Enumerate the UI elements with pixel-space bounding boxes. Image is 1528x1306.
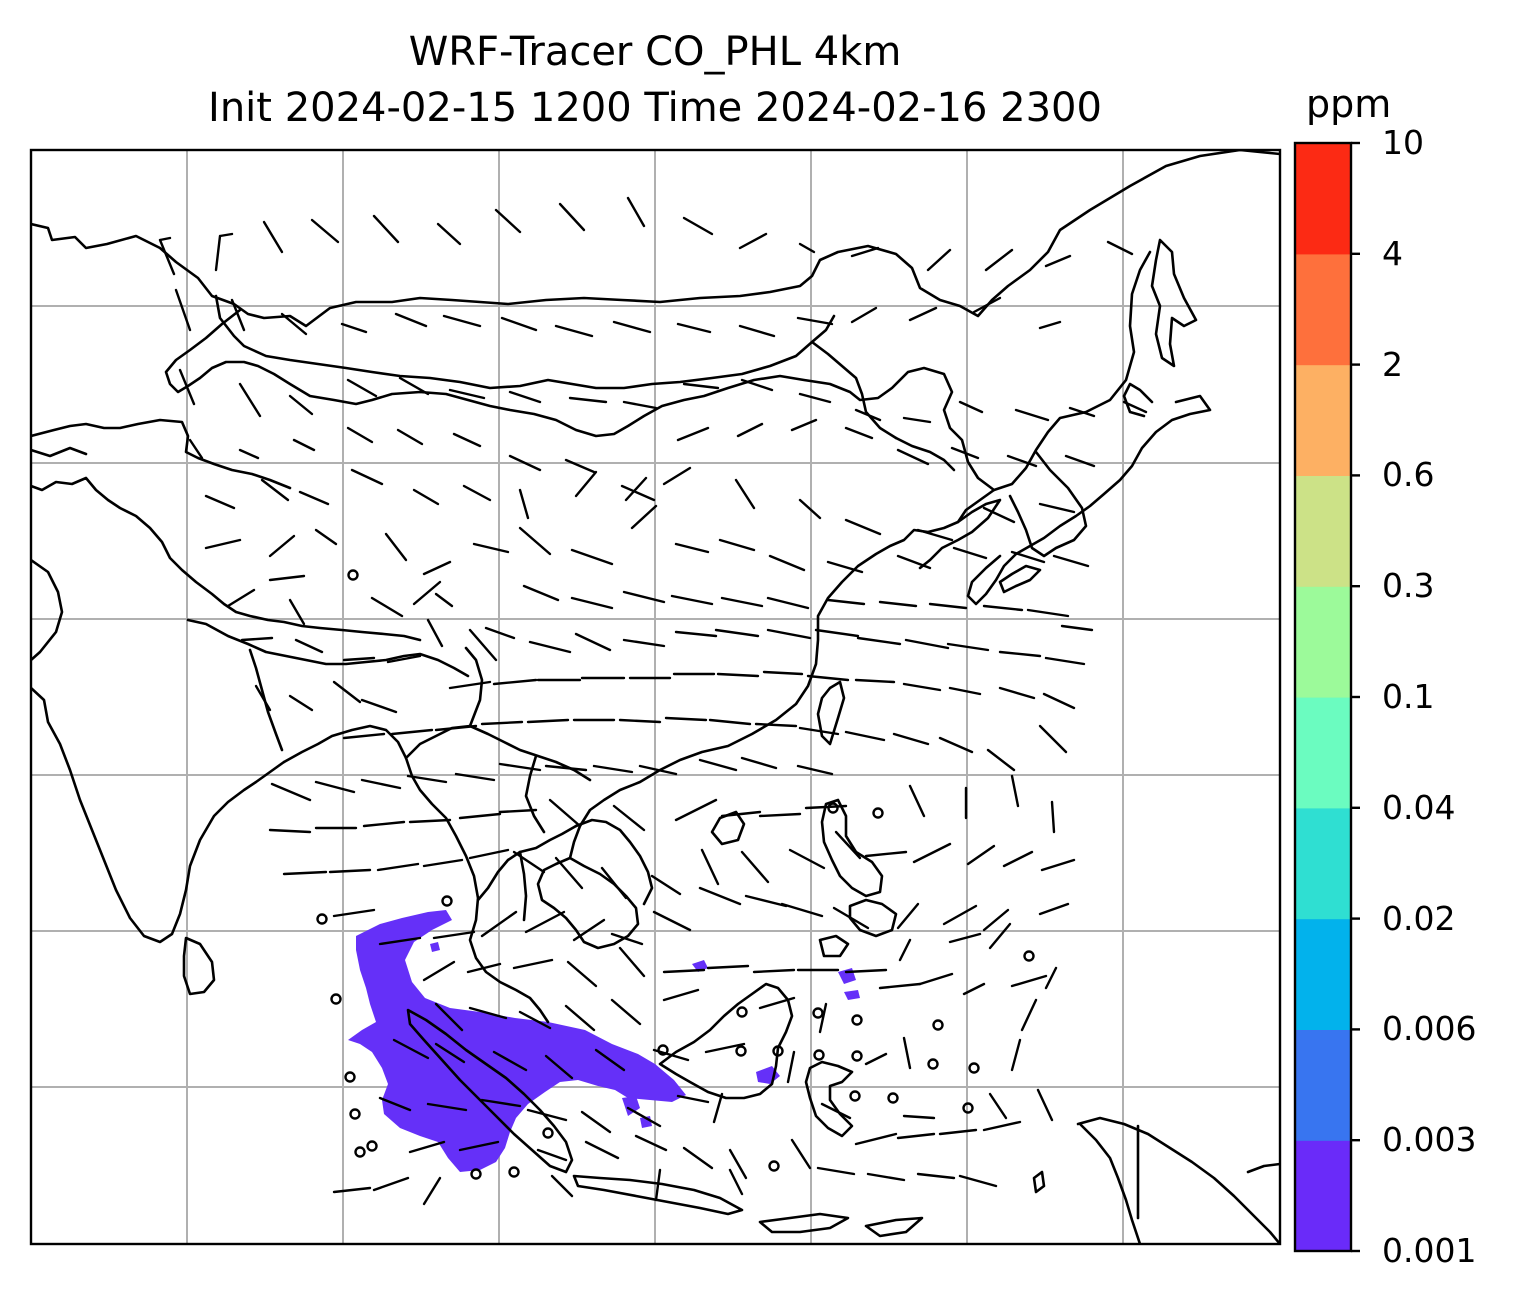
colorbar-tick-label: 0.003 xyxy=(1382,1120,1477,1160)
map-subtitle: Init 2024-02-15 1200 Time 2024-02-16 230… xyxy=(208,85,1102,131)
colorbar-tick-label: 4 xyxy=(1382,233,1403,273)
map-frame xyxy=(29,148,1282,1246)
wind-barbs xyxy=(158,196,1148,1206)
colorbar-tick-label: 0.3 xyxy=(1382,566,1435,606)
colorbar-segment xyxy=(1295,253,1351,366)
tracer-plume xyxy=(348,910,860,1172)
colorbar-segment xyxy=(1295,364,1351,476)
coastlines xyxy=(31,150,1280,1244)
gridlines xyxy=(31,150,1280,1244)
colorbar-tick-label: 0.006 xyxy=(1382,1009,1477,1049)
colorbar-tick-label: 2 xyxy=(1382,344,1403,384)
map-title: WRF-Tracer CO_PHL 4km xyxy=(408,29,902,75)
colorbar-segment xyxy=(1295,918,1351,1030)
colorbar-segment xyxy=(1295,475,1351,587)
colorbar-segment xyxy=(1295,586,1351,698)
colorbar xyxy=(1293,141,1360,1253)
colorbar-unit: ppm xyxy=(1306,82,1392,126)
colorbar-tick-label: 0.1 xyxy=(1382,677,1435,716)
colorbar-tick-label: 0.04 xyxy=(1382,787,1456,827)
colorbar-tick-label: 0.6 xyxy=(1382,455,1435,495)
colorbar-tick-label: 0.001 xyxy=(1382,1231,1477,1270)
colorbar-segment xyxy=(1295,1029,1351,1141)
colorbar-segment xyxy=(1295,697,1351,809)
calm-markers xyxy=(316,569,1035,1180)
colorbar-segment xyxy=(1295,1140,1351,1252)
colorbar-tick-label: 10 xyxy=(1382,123,1424,162)
colorbar-segment xyxy=(1295,143,1351,255)
colorbar-segment xyxy=(1295,807,1351,920)
colorbar-tick-label: 0.02 xyxy=(1382,898,1456,938)
